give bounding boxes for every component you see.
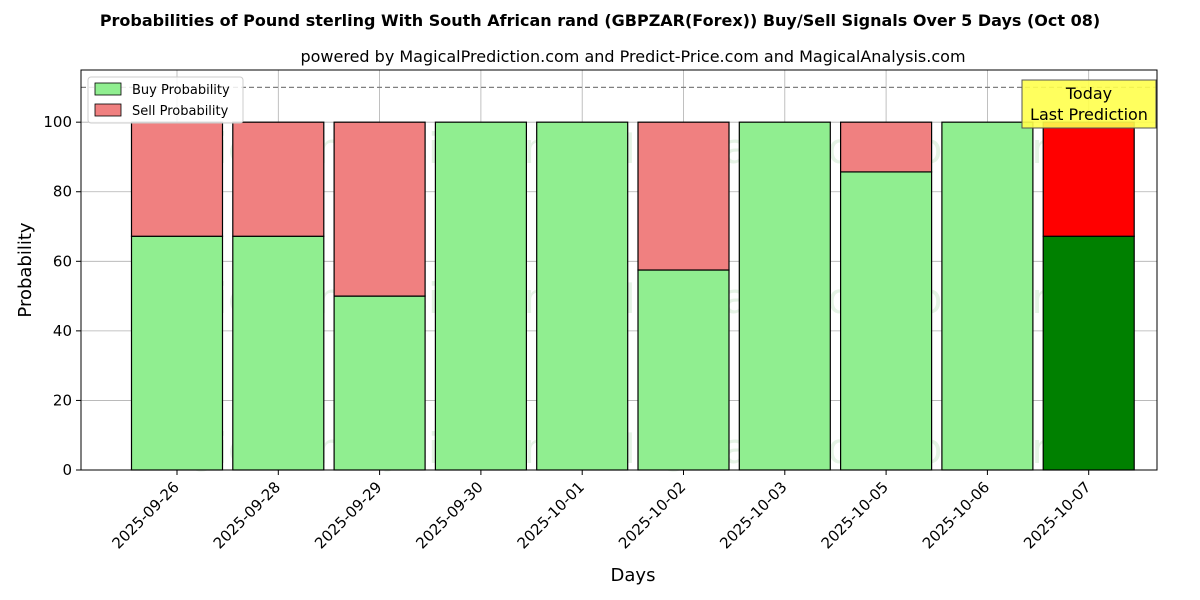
legend-swatch-buy [94,82,122,96]
bar-buy [333,295,426,471]
bar-buy [130,235,224,471]
bar-buy [232,235,325,471]
y-tick-label: 80 [53,183,72,201]
y-tick-label: 0 [62,461,72,479]
x-axis-label: Days [611,565,656,586]
legend-label-buy: Buy Probability [132,83,230,98]
legend-label-sell: Sell Probability [132,104,229,119]
chart-title: Probabilities of Pound sterling With Sou… [100,11,1100,30]
legend-box [87,76,244,124]
bar-buy [941,121,1034,471]
bar-sell [232,121,325,237]
y-axis: 0 20 40 60 80 100 [43,113,81,479]
y-axis-label: Probability [15,222,36,317]
annotation-line1: Today [1065,84,1112,103]
bar-sell [130,121,224,237]
bar-buy [1042,235,1135,471]
bar-sell [637,121,730,271]
bar-buy [536,121,629,471]
y-tick-label: 40 [53,322,72,340]
bar-sell [333,121,426,297]
bar-sell [1042,121,1135,237]
annotation-box [1021,79,1157,129]
plot-frame [80,69,1158,471]
today-annotation: Today Last Prediction [1021,79,1157,129]
bars [130,121,1135,471]
bar-buy [738,121,831,471]
bar-buy [839,171,933,471]
bar-buy [637,269,730,471]
chart-subtitle: powered by MagicalPrediction.com and Pre… [300,47,965,66]
y-tick-label: 60 [53,252,72,270]
y-tick-label: 100 [43,113,72,131]
y-tick-label: 20 [53,391,72,409]
legend: Buy Probability Sell Probability [87,76,244,124]
legend-swatch-sell [94,103,122,117]
bar-sell [839,121,933,173]
annotation-line2: Last Prediction [1030,105,1148,124]
bar-buy [434,121,527,471]
